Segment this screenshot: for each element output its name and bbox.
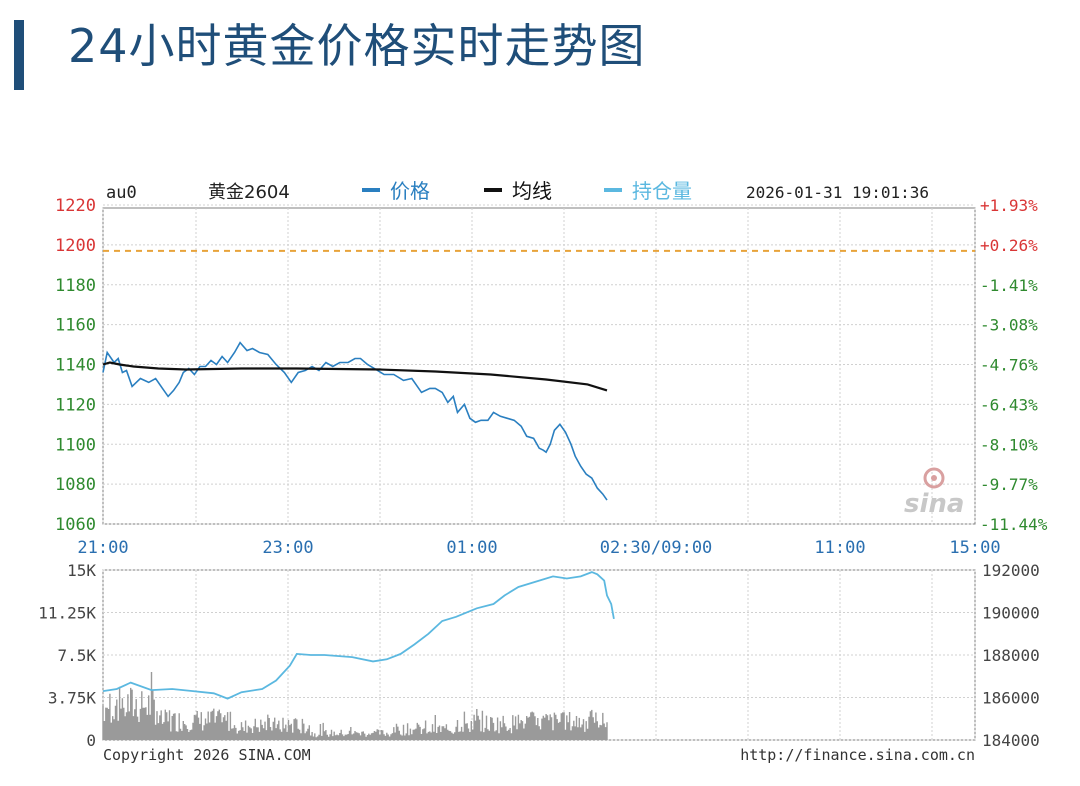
- oi-y-tick: 190000: [982, 604, 1040, 623]
- price-y-tick-right: -4.76%: [980, 356, 1038, 375]
- time-axis-tick: 01:00: [446, 538, 497, 558]
- copyright-text: Copyright 2026 SINA.COM: [103, 746, 311, 764]
- volume-y-axis-left: 15K 11.25K 7.5K 3.75K 0: [38, 561, 96, 750]
- price-y-tick-left: 1160: [55, 316, 96, 336]
- volume-y-tick: 15K: [67, 561, 96, 580]
- price-y-tick-right: -3.08%: [980, 316, 1038, 335]
- price-y-tick-right: -11.44%: [980, 515, 1048, 534]
- volume-y-tick: 11.25K: [38, 604, 96, 623]
- page-title: 24小时黄金价格实时走势图: [68, 19, 646, 73]
- time-axis-tick: 21:00: [77, 538, 128, 558]
- price-y-tick-right: -8.10%: [980, 435, 1038, 454]
- time-axis-tick: 15:00: [949, 538, 1000, 558]
- price-y-tick-left: 1100: [55, 435, 96, 455]
- oi-y-tick: 186000: [982, 689, 1040, 708]
- time-axis-tick: 23:00: [262, 538, 313, 558]
- time-axis-tick: 02:30/09:00: [600, 538, 713, 558]
- legend-oi-label[interactable]: 持仓量: [632, 179, 692, 203]
- price-y-tick-left: 1080: [55, 475, 96, 495]
- volume-grid: [102, 569, 976, 741]
- price-y-tick-right: -1.41%: [980, 276, 1038, 295]
- volume-y-tick: 0: [86, 731, 96, 750]
- svg-text:sina: sina: [904, 489, 964, 519]
- symbol-label: au0: [106, 183, 137, 203]
- price-y-axis-right: +1.93% +0.26% -1.41% -3.08% -4.76% -6.43% -8.1…: [980, 196, 1048, 534]
- source-url[interactable]: http://finance.sina.com.cn: [740, 746, 975, 764]
- price-chart-frame: [102, 207, 976, 525]
- average-line: [102, 361, 608, 392]
- time-axis: 21:00 23:00 01:00 02:30/09:00 11:00 15:00: [77, 538, 1000, 558]
- contract-label: 黄金2604: [208, 182, 290, 203]
- open-interest-line: [102, 571, 615, 700]
- price-line: [102, 341, 608, 501]
- open-interest-series: [102, 571, 615, 700]
- oi-y-tick: 184000: [982, 731, 1040, 750]
- time-axis-tick: 11:00: [814, 538, 865, 558]
- volume-y-tick: 7.5K: [57, 646, 96, 665]
- price-y-tick-left: 1180: [55, 276, 96, 296]
- price-y-tick-right: -6.43%: [980, 395, 1038, 414]
- oi-y-tick: 188000: [982, 646, 1040, 665]
- price-y-tick-left: 1120: [55, 395, 96, 415]
- title-accent-bar: [14, 20, 24, 90]
- price-y-tick-left: 1200: [55, 236, 96, 256]
- price-grid: [102, 204, 976, 525]
- open-interest-y-axis-right: 192000 190000 188000 186000 184000: [982, 561, 1040, 750]
- price-series: [102, 341, 608, 501]
- price-y-tick-right: +1.93%: [980, 196, 1038, 215]
- price-y-tick-left: 1220: [55, 196, 96, 216]
- volume-bars: [102, 672, 608, 740]
- price-y-tick-left: 1060: [55, 515, 96, 535]
- sina-watermark: sina: [904, 467, 964, 519]
- legend-price-label[interactable]: 价格: [390, 179, 430, 203]
- price-y-tick-left: 1140: [55, 356, 96, 376]
- volume-y-tick: 3.75K: [48, 689, 97, 708]
- price-y-tick-right: -9.77%: [980, 475, 1038, 494]
- oi-y-tick: 192000: [982, 561, 1040, 580]
- legend-avg-label[interactable]: 均线: [512, 179, 552, 203]
- timestamp: 2026-01-31 19:01:36: [746, 183, 929, 202]
- price-y-axis-left: 1220 1200 1180 1160 1140 1120 1100 1080 1060: [55, 196, 96, 535]
- price-y-tick-right: +0.26%: [980, 236, 1038, 255]
- volume-bars-path: [102, 672, 608, 740]
